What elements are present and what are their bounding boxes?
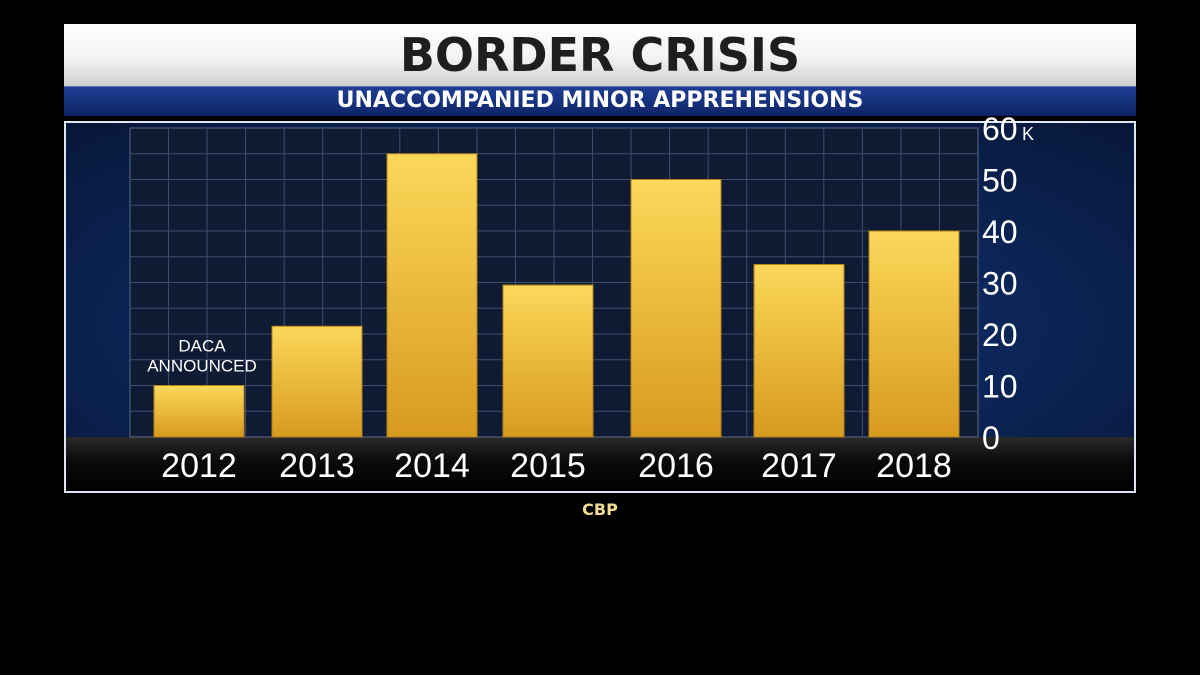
x-tick-label: 2012 (161, 447, 237, 485)
y-tick-label: 10 (982, 369, 1018, 405)
bar-2013 (271, 325, 363, 438)
x-tick-label: 2016 (638, 447, 714, 485)
annotation-daca: ANNOUNCED (147, 357, 257, 376)
annotation-daca: DACA (178, 337, 226, 356)
x-tick-label: 2015 (510, 447, 586, 485)
title-bar: BORDER CRISIS (64, 24, 1136, 86)
y-tick-label: 50 (982, 163, 1018, 199)
chart-title: BORDER CRISIS (399, 28, 801, 82)
chart-subtitle: UNACCOMPANIED MINOR APPREHENSIONS (336, 88, 864, 113)
y-tick-label: 20 (982, 317, 1018, 353)
bar-2012 (153, 385, 245, 438)
source-label: CBP (582, 500, 618, 519)
bar-2017 (753, 263, 845, 438)
bar-2014 (386, 153, 478, 438)
bar-2015 (502, 284, 594, 438)
bar-2018 (868, 230, 960, 438)
bar-2016 (630, 179, 722, 438)
x-axis-band (66, 437, 1134, 491)
y-tick-label: 30 (982, 266, 1018, 302)
x-tick-label: 2018 (876, 447, 952, 485)
y-tick-label: 60 (982, 111, 1018, 147)
y-unit-label: K (1022, 124, 1034, 144)
x-tick-label: 2014 (394, 447, 470, 485)
y-tick-label: 0 (982, 420, 1000, 456)
y-tick-label: 40 (982, 214, 1018, 250)
x-tick-label: 2017 (761, 447, 837, 485)
subtitle-bar: UNACCOMPANIED MINOR APPREHENSIONS (64, 86, 1136, 116)
x-tick-label: 2013 (279, 447, 355, 485)
